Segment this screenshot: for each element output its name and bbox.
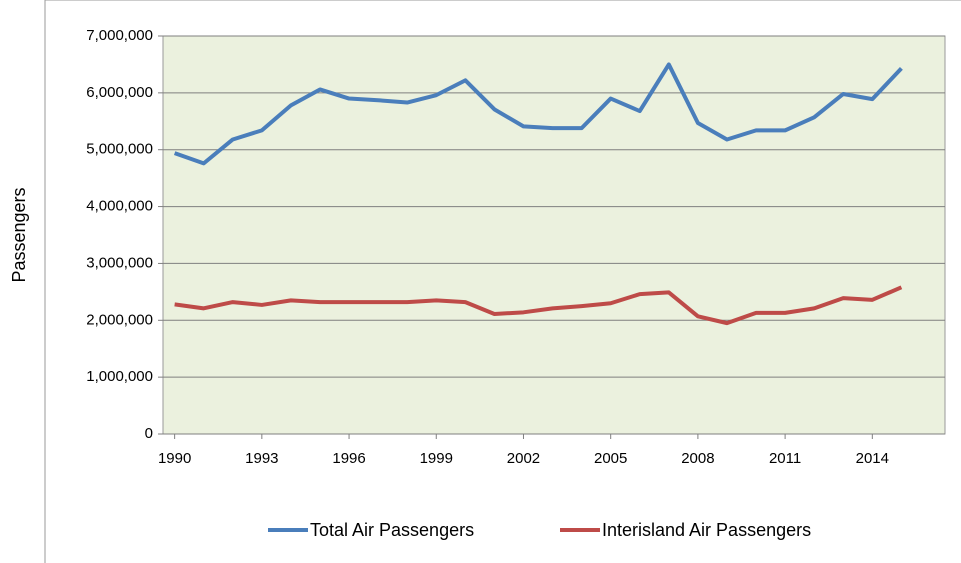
series-line — [173, 62, 903, 166]
x-tick-label: 1993 — [245, 450, 278, 467]
y-tick-label: 0 — [145, 425, 153, 442]
series-line — [174, 285, 903, 326]
y-tick-label: 7,000,000 — [86, 27, 153, 44]
legend-label: Total Air Passengers — [310, 520, 474, 540]
x-tick-label: 2002 — [507, 450, 540, 467]
plot-area — [162, 35, 946, 435]
x-tick-label: 1996 — [332, 450, 365, 467]
y-axis-title: Passengers — [9, 187, 29, 282]
x-tick-label: 2014 — [856, 450, 889, 467]
y-tick-label: 6,000,000 — [86, 84, 153, 101]
legend-label: Interisland Air Passengers — [602, 520, 811, 540]
x-tick-label: 2005 — [594, 450, 627, 467]
x-tick-label: 2008 — [681, 450, 714, 467]
y-tick-label: 3,000,000 — [86, 254, 153, 271]
y-tick-label: 2,000,000 — [86, 311, 153, 328]
x-tick-label: 1999 — [420, 450, 453, 467]
y-tick-label: 4,000,000 — [86, 198, 153, 215]
y-tick-label: 1,000,000 — [86, 368, 153, 385]
y-tick-label: 5,000,000 — [86, 141, 153, 158]
x-tick-label: 1990 — [158, 450, 191, 467]
x-tick-label: 2011 — [769, 450, 801, 467]
